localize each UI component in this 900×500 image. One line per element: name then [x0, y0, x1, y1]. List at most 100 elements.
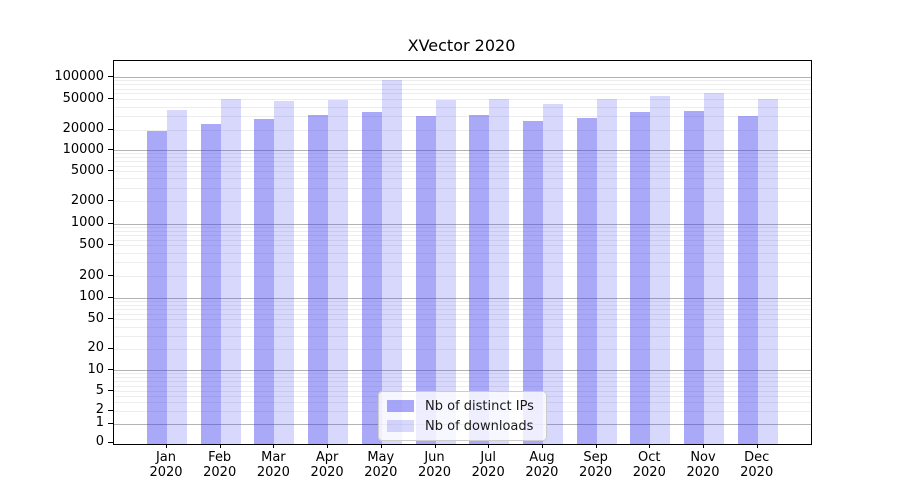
gridline — [114, 385, 811, 387]
x-axis-tick — [166, 444, 167, 448]
y-tick-label: 100000 — [54, 68, 104, 84]
x-tick-label: Sep 2020 — [579, 450, 613, 480]
x-tick-label: Nov 2020 — [686, 450, 720, 480]
gridline — [114, 245, 811, 247]
bar-ips-feb — [200, 124, 221, 444]
legend-swatch-distinct-ips — [387, 400, 414, 412]
gridline — [114, 373, 811, 375]
y-tick-label: 1 — [95, 415, 104, 430]
bar-ips-jan — [147, 131, 167, 444]
gridline — [114, 160, 811, 162]
y-tick-label: 10000 — [62, 141, 104, 157]
gridline — [114, 178, 811, 180]
y-axis-tick — [108, 409, 113, 411]
y-tick-label: 5 — [95, 382, 104, 398]
gridline — [114, 129, 811, 131]
bar-ips-oct — [630, 112, 651, 444]
gridline — [114, 153, 811, 155]
x-tick-label: May 2020 — [364, 450, 398, 480]
x-axis-tick — [380, 444, 382, 448]
x-axis-tick — [434, 444, 436, 448]
y-axis-tick — [108, 369, 113, 371]
bar-downloads-nov — [704, 92, 724, 444]
y-tick-label: 100 — [79, 289, 104, 305]
x-axis-tick — [541, 444, 543, 448]
y-axis-tick — [108, 128, 113, 130]
gridline — [114, 84, 811, 86]
y-axis-tick — [108, 222, 113, 224]
x-tick-label: Dec 2020 — [740, 450, 774, 480]
x-axis-tick — [273, 444, 275, 448]
y-tick-label: 5000 — [70, 162, 104, 178]
gridline — [114, 150, 811, 151]
x-axis-tick — [219, 444, 221, 448]
gridline — [114, 230, 811, 232]
legend-entry-distinct-ips: Nb of distinct IPs — [387, 398, 534, 414]
y-axis-tick — [108, 441, 113, 443]
y-axis-tick — [108, 422, 113, 424]
gridline — [114, 77, 811, 78]
y-tick-label: 20 — [87, 340, 104, 356]
x-axis-tick — [327, 444, 329, 448]
gridline — [114, 381, 811, 382]
bar-ips-jun — [415, 115, 436, 444]
bar-downloads-may — [381, 79, 402, 444]
bar-downloads-jan — [167, 109, 187, 444]
gridline — [114, 106, 811, 108]
bar-downloads-jun — [435, 100, 456, 444]
gridline — [114, 297, 811, 299]
bar-downloads-oct — [650, 96, 671, 444]
gridline — [114, 116, 811, 118]
legend: Nb of distinct IPs Nb of downloads — [378, 391, 547, 441]
y-axis-tick — [108, 98, 113, 100]
legend-swatch-downloads — [387, 420, 414, 432]
bar-ips-nov — [684, 111, 704, 444]
bar-downloads-jul — [489, 98, 510, 444]
y-tick-label: 200 — [79, 267, 104, 283]
bar-ips-mar — [254, 118, 275, 444]
gridline — [114, 171, 811, 172]
gridline — [114, 223, 811, 225]
gridline — [114, 335, 811, 337]
plot-area: Nb of distinct IPs Nb of downloads — [113, 60, 812, 445]
bar-downloads-dec — [757, 99, 778, 444]
y-axis-tick — [108, 275, 113, 276]
y-axis-tick — [108, 76, 113, 77]
bar-downloads-feb — [220, 98, 241, 444]
y-tick-label: 500 — [79, 236, 104, 252]
y-axis-tick — [108, 390, 113, 391]
x-tick-label: Apr 2020 — [310, 450, 344, 480]
x-axis-tick — [595, 444, 597, 448]
x-tick-label: Oct 2020 — [632, 450, 666, 480]
gridline — [114, 252, 811, 254]
y-tick-label: 50000 — [62, 90, 104, 106]
y-axis-tick — [108, 200, 113, 201]
gridline — [114, 301, 811, 302]
x-tick-label: Mar 2020 — [256, 450, 290, 480]
y-tick-label: 2 — [95, 402, 104, 417]
bar-ips-jul — [469, 114, 490, 444]
gridline — [114, 80, 811, 82]
y-tick-label: 20000 — [62, 121, 104, 137]
y-axis-tick — [108, 318, 113, 320]
gridline — [114, 99, 811, 101]
bar-ips-aug — [522, 121, 543, 444]
gridline — [114, 304, 811, 306]
bar-downloads-apr — [328, 99, 349, 444]
y-tick-label: 1000 — [70, 215, 104, 231]
y-axis-tick — [108, 170, 113, 171]
x-axis-tick — [649, 444, 651, 448]
bar-ips-apr — [308, 114, 329, 444]
gridline — [114, 201, 811, 202]
y-axis-tick — [108, 149, 113, 150]
bar-downloads-mar — [274, 100, 295, 444]
y-axis-tick — [108, 244, 113, 246]
gridline — [114, 348, 811, 350]
gridline — [114, 88, 811, 90]
bar-ips-dec — [737, 116, 758, 444]
gridline — [114, 313, 811, 315]
x-tick-label: Jul 2020 — [471, 450, 505, 480]
legend-entry-downloads: Nb of downloads — [387, 418, 534, 434]
gridline — [114, 262, 811, 264]
